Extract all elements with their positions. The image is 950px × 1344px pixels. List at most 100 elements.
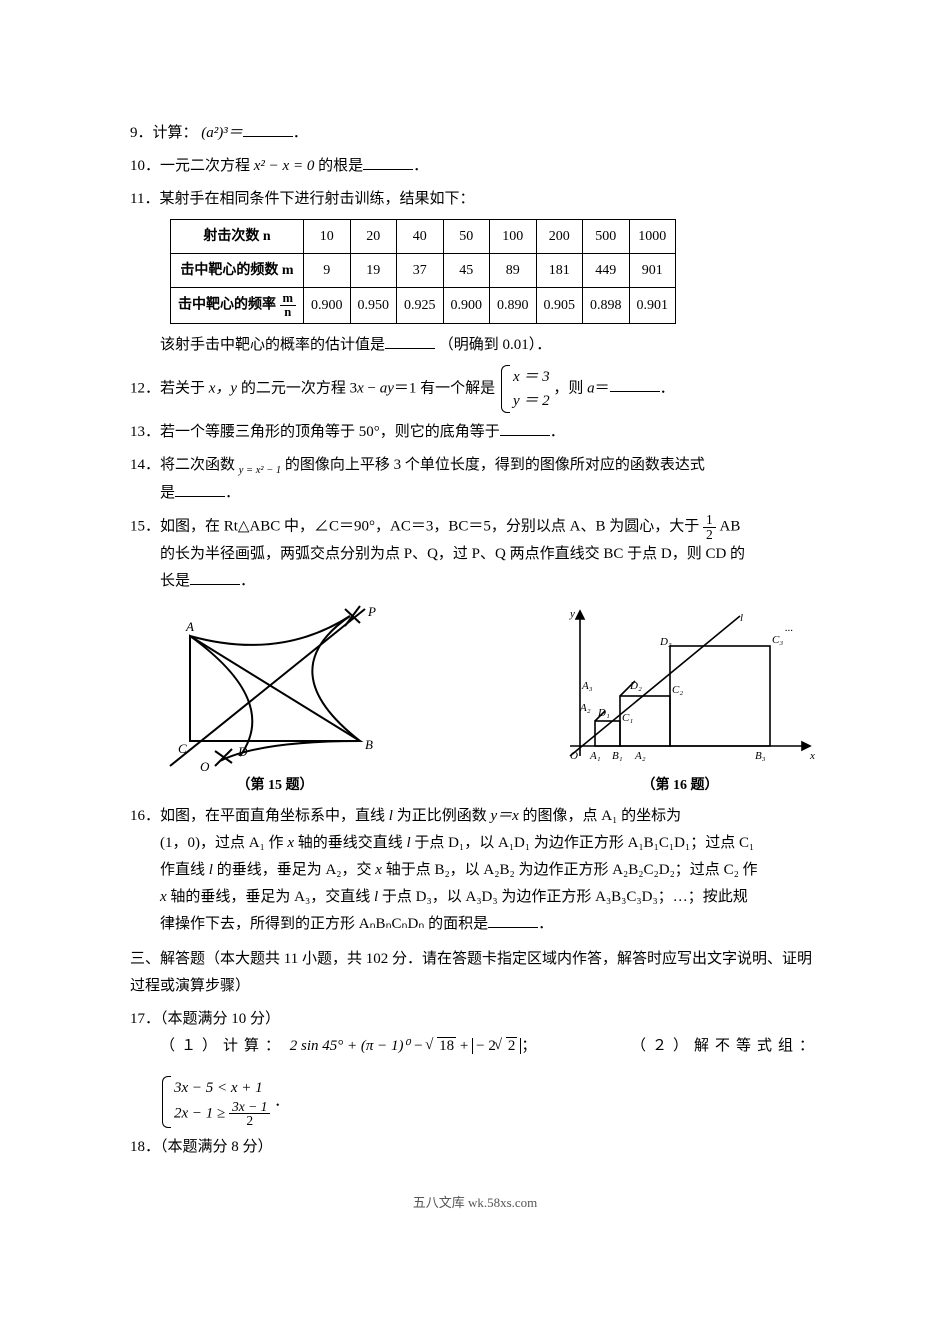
question-18: 18．（本题满分 8 分） xyxy=(130,1134,820,1161)
q15-blank xyxy=(190,569,240,585)
svg-text:x: x xyxy=(809,750,815,762)
svg-text:D₃: D₃ xyxy=(659,636,672,648)
q17-part2-label: （２）解不等式组： xyxy=(631,1033,820,1060)
svg-text:C₃: C₃ xyxy=(772,634,783,646)
question-16: 16．如图，在平面直角坐标系中，直线 l 为正比例函数 y＝x 的图像，点 A₁… xyxy=(130,803,820,938)
q14-blank xyxy=(175,481,225,497)
q9-suffix: ． xyxy=(293,125,308,141)
td: 45 xyxy=(443,254,490,288)
q18-num: 18 xyxy=(130,1139,145,1155)
td: 9 xyxy=(304,254,351,288)
svg-text:B₃: B₃ xyxy=(755,750,766,762)
q11-tail: 该射手击中靶心的概率的估计值是 （明确到 0.01）． xyxy=(130,337,551,353)
th: 击中靶心的频数 m xyxy=(171,254,304,288)
svg-text:A: A xyxy=(185,619,194,634)
fraction-icon: 3x − 1 2 xyxy=(229,1100,270,1128)
q9-num: 9 xyxy=(130,125,138,141)
td: 0.950 xyxy=(350,288,397,323)
question-15: 15．如图，在 Rt△ABC 中，∠C＝90°，AC＝3，BC＝5，分别以点 A… xyxy=(130,513,820,595)
th: 击中靶心的频率 m n xyxy=(171,288,304,323)
section-3-heading: 三、解答题（本大题共 11 小题，共 102 分．请在答题卡指定区域内作答，解答… xyxy=(130,946,820,1000)
fraction-icon: 1 2 xyxy=(703,513,716,541)
td: 901 xyxy=(629,254,676,288)
td: 200 xyxy=(536,220,583,254)
td: 449 xyxy=(583,254,630,288)
q16-num: 16 xyxy=(130,808,145,824)
fraction-icon: m n xyxy=(280,292,297,318)
q16-blank xyxy=(488,912,538,928)
td: 1000 xyxy=(629,220,676,254)
q17-system: 3x − 5 < x + 1 2x − 1 ≥ 3x − 1 2 ． xyxy=(130,1076,820,1128)
svg-text:P: P xyxy=(367,604,376,619)
q17-part1: （１）计算： 2 sin 45° + (π − 1)⁰ − 18 + − 22； xyxy=(160,1033,536,1060)
question-14: 14．将二次函数 y = x² − 1 的图像向上平移 3 个单位长度，得到的图… xyxy=(130,452,820,508)
svg-text:C₂: C₂ xyxy=(672,684,683,696)
th: 射击次数 n xyxy=(171,220,304,254)
td: 0.898 xyxy=(583,288,630,323)
td: 89 xyxy=(490,254,537,288)
inequality-system: 3x − 5 < x + 1 2x − 1 ≥ 3x − 1 2 xyxy=(160,1076,270,1128)
td: 0.900 xyxy=(304,288,351,323)
question-13: 13．若一个等腰三角形的顶角等于 50°，则它的底角等于． xyxy=(130,419,820,446)
td: 500 xyxy=(583,220,630,254)
svg-text:D₁: D₁ xyxy=(597,707,610,719)
triangle-diagram-icon: A P C D B Q xyxy=(160,601,390,771)
table-row: 击中靶心的频率 m n 0.900 0.950 0.925 0.900 0.89… xyxy=(171,288,676,323)
q11-blank xyxy=(385,333,435,349)
svg-text:y: y xyxy=(569,608,575,620)
svg-text:...: ... xyxy=(785,622,793,634)
figure-15-caption: （第 15 题） xyxy=(160,773,390,798)
table-row: 击中靶心的频数 m 9 19 37 45 89 181 449 901 xyxy=(171,254,676,288)
q13-num: 13 xyxy=(130,424,145,440)
q11-text: ．某射手在相同条件下进行射击训练，结果如下： xyxy=(144,191,474,207)
td: 40 xyxy=(397,220,444,254)
td: 0.901 xyxy=(629,288,676,323)
equation-system: x ＝ 3 y ＝ 2 xyxy=(499,365,550,413)
td: 181 xyxy=(536,254,583,288)
svg-text:A₂: A₂ xyxy=(634,750,646,762)
svg-text:A₁: A₁ xyxy=(589,750,601,762)
question-10: 10．一元二次方程 x² − x = 0 的根是． xyxy=(130,153,820,180)
svg-text:Q: Q xyxy=(200,759,210,771)
svg-text:D: D xyxy=(237,744,248,759)
sqrt-icon: 18 xyxy=(427,1033,456,1060)
td: 0.890 xyxy=(490,288,537,323)
svg-text:C₁: C₁ xyxy=(622,712,633,724)
q9-blank xyxy=(243,121,293,137)
coordinate-diagram-icon: O A₁ B₁ A₂ B₃ x y l C₁ D₁ C₂ D₂ C₃ D₃ A₂… xyxy=(540,601,820,771)
question-17: 17．（本题满分 10 分） （１）计算： 2 sin 45° + (π − 1… xyxy=(130,1006,820,1128)
td: 10 xyxy=(304,220,351,254)
figures-row: A P C D B Q （第 15 题） xyxy=(160,601,820,798)
td: 0.900 xyxy=(443,288,490,323)
q17-num: 17 xyxy=(130,1011,145,1027)
q9-expr: (a²)³＝ xyxy=(201,125,243,141)
q10-blank xyxy=(363,154,413,170)
td: 50 xyxy=(443,220,490,254)
figure-15: A P C D B Q （第 15 题） xyxy=(160,601,390,798)
td: 100 xyxy=(490,220,537,254)
td: 0.925 xyxy=(397,288,444,323)
svg-text:l: l xyxy=(740,612,743,624)
td: 19 xyxy=(350,254,397,288)
question-11: 11．某射手在相同条件下进行射击训练，结果如下： 射击次数 n 10 20 40… xyxy=(130,186,820,359)
svg-text:C: C xyxy=(178,741,187,756)
q10-b: 的根是 xyxy=(314,158,363,174)
q10-suffix: ． xyxy=(413,158,428,174)
q10-expr: x² − x = 0 xyxy=(254,158,315,174)
q11-num: 11 xyxy=(130,191,144,207)
question-9: 9．计算： (a²)³＝． xyxy=(130,120,820,147)
figure-16: O A₁ B₁ A₂ B₃ x y l C₁ D₁ C₂ D₂ C₃ D₃ A₂… xyxy=(540,601,820,798)
sqrt-icon: 2 xyxy=(496,1033,518,1060)
svg-text:A₃: A₃ xyxy=(581,680,593,692)
q12-num: 12 xyxy=(130,380,145,396)
q15-num: 15 xyxy=(130,519,145,535)
svg-text:B: B xyxy=(365,737,373,752)
td: 0.905 xyxy=(536,288,583,323)
svg-text:O: O xyxy=(570,750,578,762)
q14-num: 14 xyxy=(130,457,145,473)
page-footer: 五八文库 wk.58xs.com xyxy=(130,1191,820,1214)
frequency-table: 射击次数 n 10 20 40 50 100 200 500 1000 击中靶心… xyxy=(170,219,676,324)
row3-label: 击中靶心的频率 xyxy=(178,298,276,313)
svg-text:D₂: D₂ xyxy=(629,680,642,692)
q13-blank xyxy=(500,420,550,436)
